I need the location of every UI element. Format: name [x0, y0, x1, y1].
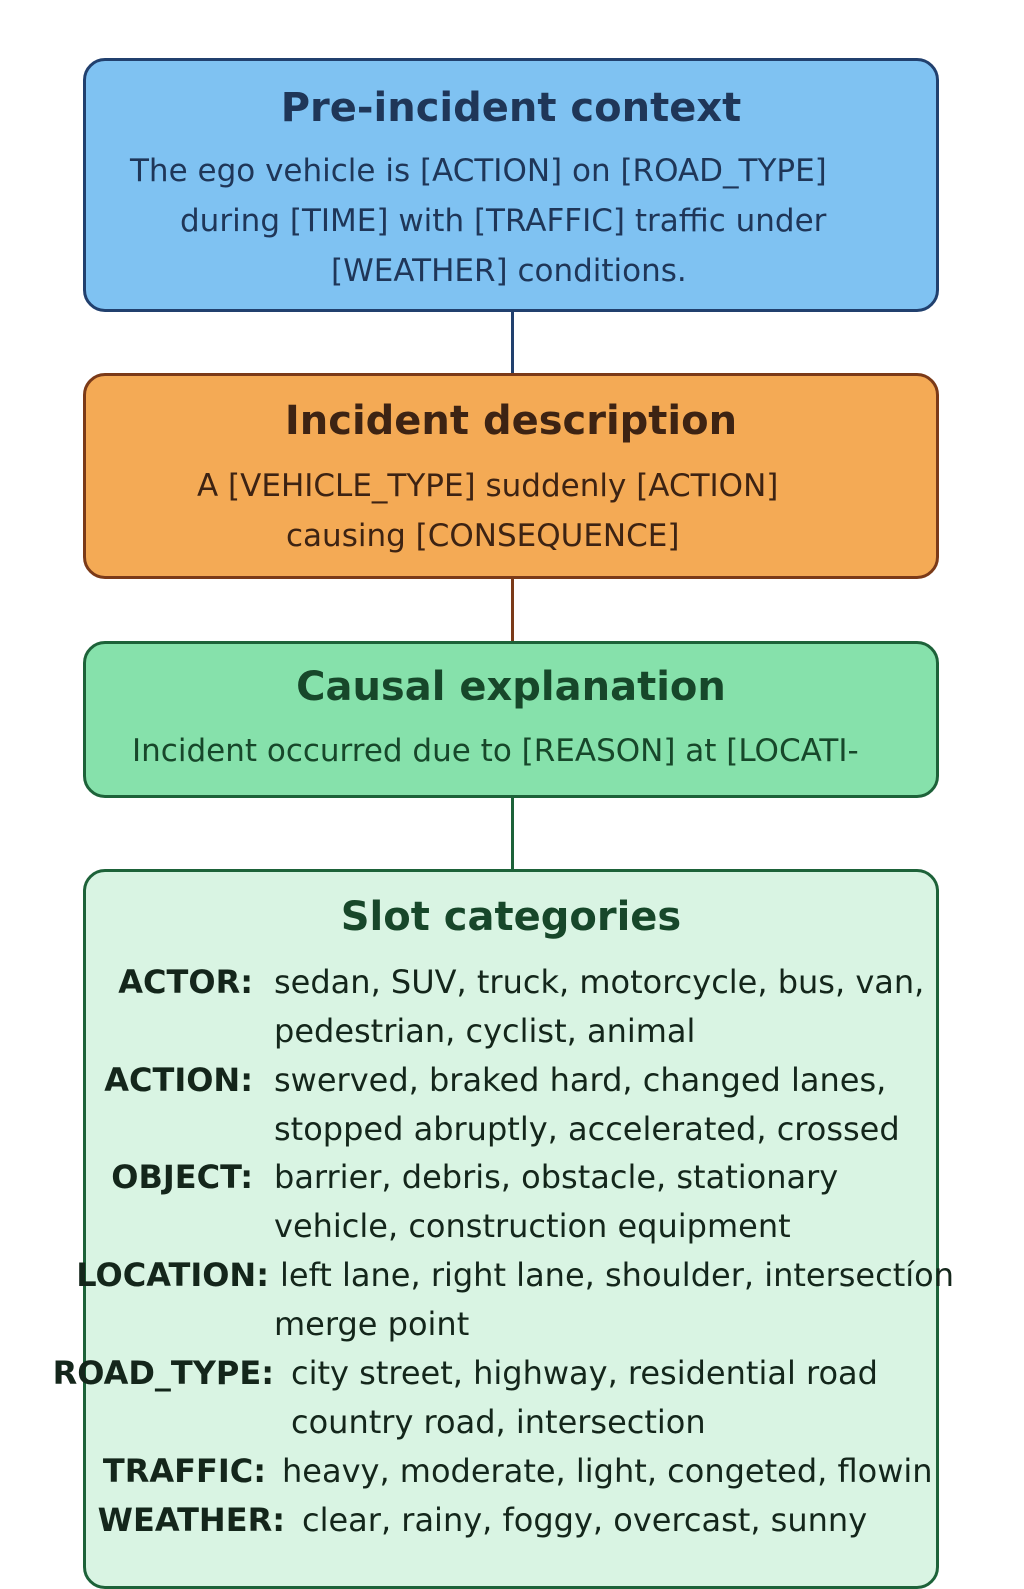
- slot-value-line: pedestrian, cyclist, animal: [274, 1012, 696, 1050]
- causal-line: Incident occurred due to [REASON] at [LO…: [132, 733, 859, 769]
- connector-line: [511, 312, 514, 373]
- slot-key-weather: WEATHER:: [97, 1501, 285, 1539]
- slot-categories-box: Slot categories ACTOR: sedan, SUV, truck…: [53, 869, 954, 1589]
- slot-value-line: clear, rainy, foggy, overcast, sunny: [302, 1501, 868, 1539]
- pre-incident-context-box: Pre-incident context The ego vehicle is …: [83, 58, 939, 312]
- slot-value-line: swerved, braked hard, changed lanes,: [274, 1061, 887, 1099]
- slot-value-line: city street, highway, residential road: [291, 1354, 878, 1392]
- slot-value-line: barrier, debris, obstacle, stationary: [274, 1158, 839, 1196]
- incident-line: causing [CONSEQUENCE]: [286, 518, 680, 554]
- slot-key-road-type: ROAD_TYPE:: [52, 1354, 274, 1392]
- slot-key-traffic: TRAFFIC:: [102, 1452, 266, 1490]
- slot-categories-title: Slot categories: [340, 894, 682, 940]
- slot-value-line: heavy, moderate, light, congeted, flowin: [282, 1452, 933, 1490]
- causal-title: Causal explanation: [296, 664, 726, 710]
- pre-incident-line: [WEATHER] conditions.: [331, 253, 687, 289]
- incident-title: Incident description: [284, 398, 738, 444]
- slot-value-line: sedan, SUV, truck, motorcycle, bus, van,: [274, 963, 925, 1001]
- slot-value-line: stopped abruptly, accelerated, crossed: [274, 1110, 900, 1148]
- causal-explanation-box: Causal explanation Incident occurred due…: [83, 641, 939, 798]
- pre-incident-title: Pre-incident context: [280, 85, 742, 131]
- slot-key-object: OBJECT:: [111, 1158, 253, 1196]
- slot-value-line: vehicle, construction equipment: [274, 1207, 791, 1245]
- slot-value-line: merge point: [274, 1305, 470, 1343]
- slot-key-location: LOCATION:: [76, 1256, 269, 1294]
- incident-line: A [VEHICLE_TYPE] suddenly [ACTION]: [197, 468, 779, 504]
- slot-key-action: ACTION:: [104, 1061, 253, 1099]
- pre-incident-line: during [TIME] with [TRAFFIC] traffic und…: [180, 203, 827, 239]
- slot-key-actor: ACTOR:: [118, 963, 253, 1001]
- pre-incident-line: The ego vehicle is [ACTION] on [ROAD_TYP…: [130, 153, 827, 189]
- connector-line: [511, 798, 514, 869]
- incident-description-box: Incident description A [VEHICLE_TYPE] su…: [83, 373, 939, 579]
- slot-value-line: country road, intersection: [291, 1403, 706, 1441]
- slot-value-line: left lane, right lane, shoulder, interse…: [280, 1256, 954, 1294]
- connector-line: [511, 579, 514, 641]
